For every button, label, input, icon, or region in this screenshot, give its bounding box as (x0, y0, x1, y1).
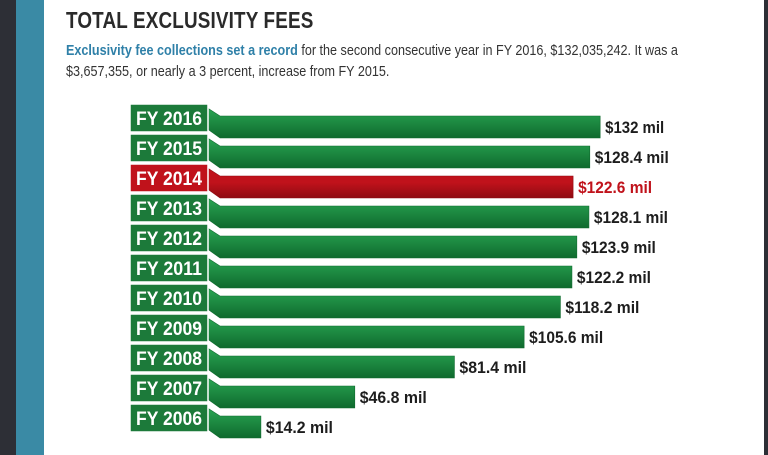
left-dark-edge (0, 0, 16, 455)
bar-fy-2009 (205, 316, 525, 349)
category-label-box-fy-2010 (129, 283, 209, 313)
value-label-fy-2014: $122.6 mil (578, 178, 652, 197)
bar-fy-2014 (205, 166, 574, 199)
category-label-fy-2009: FY 2009 (136, 319, 202, 340)
bar-fy-2011 (205, 256, 573, 289)
category-label-box-fy-2007 (129, 373, 209, 403)
category-label-fy-2006: FY 2006 (136, 409, 202, 430)
category-label-fy-2011: FY 2011 (136, 259, 202, 280)
bar-fy-2015 (205, 136, 591, 169)
intro-paragraph: Exclusivity fee collections set a record… (66, 40, 721, 82)
category-label-box-fy-2011 (129, 253, 209, 283)
category-label-box-fy-2013 (129, 193, 209, 223)
value-label-fy-2016: $132 mil (605, 118, 664, 137)
category-label-box-fy-2006 (129, 403, 209, 433)
category-label-box-fy-2009 (129, 313, 209, 343)
value-label-fy-2007: $46.8 mil (360, 388, 427, 407)
value-label-fy-2012: $123.9 mil (582, 238, 656, 257)
page-title: TOTAL EXCLUSIVITY FEES (66, 7, 314, 33)
bar-fy-2012 (205, 226, 578, 259)
category-label-box-fy-2012 (129, 223, 209, 253)
bar-fy-2006 (205, 406, 262, 439)
intro-text: for the second consecutive year in FY 20… (66, 42, 678, 80)
value-label-fy-2011: $122.2 mil (577, 268, 651, 287)
category-label-box-fy-2008 (129, 343, 209, 373)
value-label-fy-2008: $81.4 mil (459, 358, 526, 377)
value-label-fy-2013: $128.1 mil (594, 208, 668, 227)
category-label-fy-2012: FY 2012 (136, 229, 202, 250)
bar-fy-2013 (205, 196, 590, 229)
category-label-box-fy-2016 (129, 103, 209, 133)
bar-fy-2008 (205, 346, 455, 379)
value-labels-layer: $132 mil $128.4 mil $122.6 mil $128.1 mil $1… (266, 118, 669, 437)
category-label-box-fy-2015 (129, 133, 209, 163)
bar-fy-2007 (205, 376, 356, 409)
value-label-fy-2010: $118.2 mil (565, 298, 639, 317)
value-label-fy-2009: $105.6 mil (529, 328, 603, 347)
left-blue-stripe (16, 0, 44, 455)
intro-lead: Exclusivity fee collections set a record (66, 42, 298, 59)
category-label-fy-2014: FY 2014 (136, 169, 202, 190)
category-label-fy-2015: FY 2015 (136, 139, 202, 160)
value-label-fy-2015: $128.4 mil (595, 148, 669, 167)
category-labels-layer: FY 2016 FY 2015 FY 2014 FY 2013 FY 2012 FY 20… (129, 103, 209, 433)
category-label-fy-2008: FY 2008 (136, 349, 202, 370)
right-dark-edge (764, 0, 768, 455)
bar-fy-2010 (205, 286, 561, 319)
category-label-fy-2013: FY 2013 (136, 199, 202, 220)
value-label-fy-2006: $14.2 mil (266, 418, 333, 437)
category-label-box-fy-2014 (129, 163, 209, 193)
category-label-fy-2007: FY 2007 (136, 379, 202, 400)
category-label-fy-2016: FY 2016 (136, 109, 202, 130)
bar-fy-2016 (205, 106, 601, 139)
category-label-fy-2010: FY 2010 (136, 289, 202, 310)
